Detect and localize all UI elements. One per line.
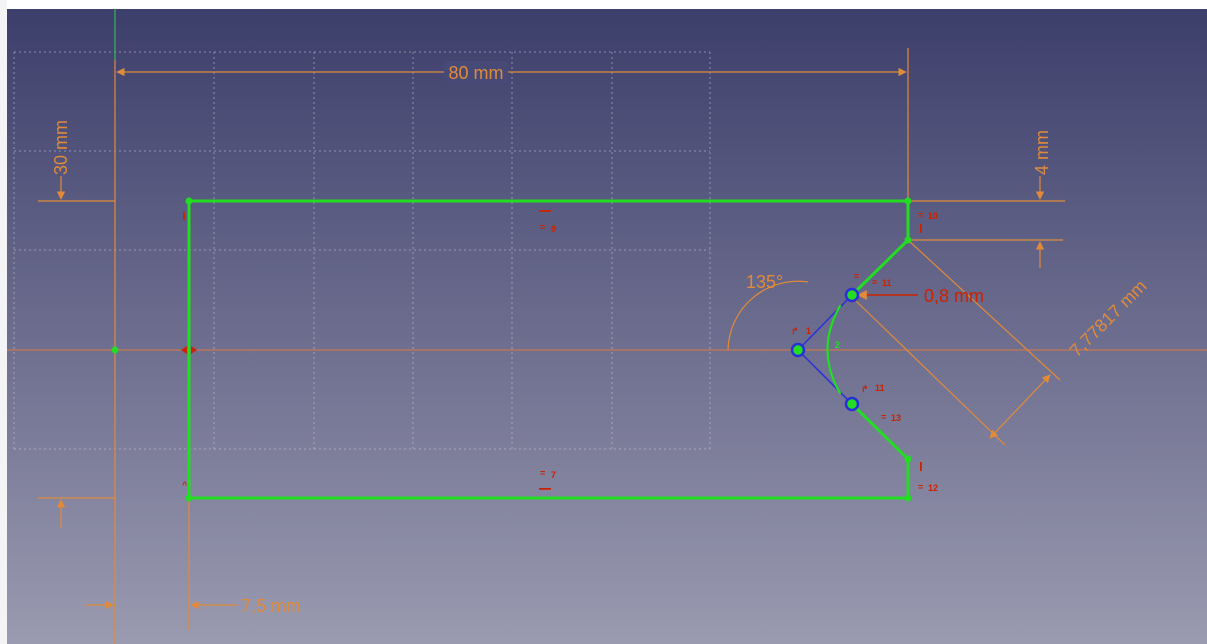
equal-constraint-icon: = xyxy=(854,271,859,281)
point-origin-left[interactable] xyxy=(111,346,119,354)
vertical-constraint-icon xyxy=(183,212,185,220)
constraint-index-top: 9 xyxy=(551,224,556,234)
dimension-height-label: 30 mm xyxy=(51,120,71,175)
equal-constraint-icon: ≡ xyxy=(872,277,877,287)
construction-geometry xyxy=(797,294,853,405)
tangent-constraint-icon: ↱ xyxy=(861,384,869,394)
point-arc-bottom[interactable] xyxy=(844,396,860,412)
constraint-index-tangent-top: 1 xyxy=(806,326,811,336)
dimension-radius-label: 0,8 mm xyxy=(924,286,984,306)
constraint-index-tangent-bottom: 11 xyxy=(875,383,885,393)
profile-edge-diagonal-lower[interactable] xyxy=(850,402,910,461)
left-panel-strip xyxy=(0,0,7,644)
constraint-index-right-bottom: 12 xyxy=(928,483,938,493)
construction-line-lower xyxy=(797,349,853,405)
equal-constraint-icon: = xyxy=(540,222,545,232)
construction-line-upper xyxy=(797,294,853,351)
point-arc-top[interactable] xyxy=(844,287,860,303)
sketch-grid xyxy=(13,51,711,450)
selected-points[interactable] xyxy=(790,287,860,412)
window-top-border xyxy=(0,0,1207,9)
vertical-constraint-icon xyxy=(920,462,922,471)
dimension-inset-label: 7,5 mm xyxy=(241,596,301,616)
sketch-points[interactable] xyxy=(111,197,912,502)
constraint-markers: = 9 = 7 ^ = 10 = 12 = ≡ 11 = 13 ↱ 1 ↱ 11… xyxy=(181,210,938,493)
horizontal-constraint-icon xyxy=(539,488,551,490)
constraint-index-bottom: 7 xyxy=(551,470,556,480)
dimension-width[interactable]: 80 mm xyxy=(116,61,907,83)
dimension-step-label: 4 mm xyxy=(1032,130,1052,175)
equal-constraint-icon: = xyxy=(881,412,886,422)
constraint-index-mid-low: 13 xyxy=(891,413,901,423)
dimension-radius[interactable]: 0,8 mm xyxy=(857,286,984,306)
point-step-bottom[interactable] xyxy=(904,455,912,463)
dimension-angle[interactable]: 135° xyxy=(727,272,809,351)
dimension-angle-label: 135° xyxy=(746,272,783,292)
vertical-constraint-icon xyxy=(920,224,922,233)
equal-constraint-icon: = xyxy=(540,468,545,478)
point-step-top[interactable] xyxy=(904,236,912,244)
point-bottom-left[interactable] xyxy=(185,494,193,502)
dimension-height[interactable]: 30 mm xyxy=(51,120,71,528)
dimension-right-step[interactable]: 4 mm xyxy=(1032,130,1052,268)
point-top-right[interactable] xyxy=(904,197,912,205)
dimension-inset[interactable]: 7,5 mm xyxy=(86,596,301,616)
point-top-left[interactable] xyxy=(185,197,193,205)
symmetric-constraint-icon xyxy=(181,346,197,354)
constraint-index-right-top: 10 xyxy=(928,211,938,221)
point-arc-center[interactable] xyxy=(790,342,806,358)
dimension-angle-arc xyxy=(727,280,809,351)
profile-arc[interactable] xyxy=(826,304,842,395)
sketch-profile[interactable] xyxy=(187,199,910,500)
constraint-index-mid-top: 11 xyxy=(882,278,892,288)
dimension-diagonal-line xyxy=(989,374,1051,439)
dimension-width-label: 80 mm xyxy=(448,63,503,83)
equal-constraint-icon: = xyxy=(918,210,923,220)
profile-edge-diagonal-upper[interactable] xyxy=(850,238,910,297)
constraint-index-arc: 2 xyxy=(835,340,840,350)
equal-constraint-icon: = xyxy=(918,482,923,492)
dimension-width-label-bg xyxy=(444,61,508,83)
tangent-constraint-icon: ↱ xyxy=(791,326,799,336)
coincident-constraint-icon: ^ xyxy=(182,480,188,490)
point-bottom-right[interactable] xyxy=(904,494,912,502)
horizontal-constraint-icon xyxy=(539,210,551,212)
